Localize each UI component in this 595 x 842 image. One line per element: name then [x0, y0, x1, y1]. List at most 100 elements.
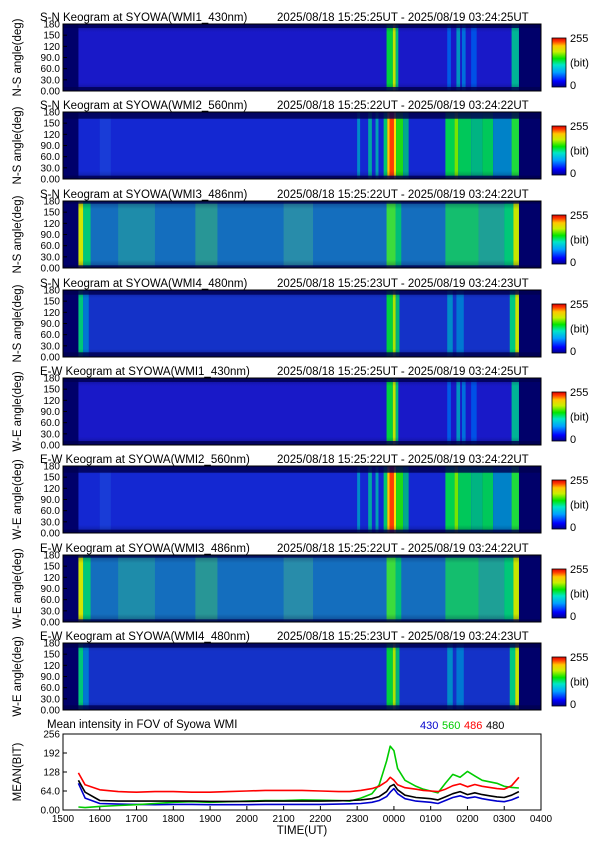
colorbar-min-label: 0 — [570, 522, 576, 534]
keogram-ylabel: N-S angle(deg) — [12, 284, 24, 362]
legend-entry: 430 — [420, 720, 438, 732]
colorbar-unit-label: (bit) — [570, 58, 589, 70]
colorbar-max-label: 255 — [570, 387, 588, 399]
keogram-ylabel: W-E angle(deg) — [12, 371, 24, 451]
keogram-ytick-label: 90.0 — [41, 495, 61, 506]
keogram-ytick-label: 150 — [43, 650, 60, 661]
keogram-ylabel: N-S angle(deg) — [12, 195, 24, 273]
keogram-ytick-label: 120 — [43, 573, 60, 584]
keogram-ytick-label: 30.0 — [41, 429, 61, 440]
keogram-panel: S-N Keogram at SYOWA(WMI3_486nm) 2025/08/… — [12, 189, 589, 275]
keogram-ytick-label: 180 — [43, 462, 60, 473]
keogram-title: E-W Keogram at SYOWA(WMI4_480nm) — [40, 631, 250, 643]
colorbar — [551, 479, 567, 530]
mean-intensity-chart: Mean intensity in FOV of Syowa WMI 430 560… — [12, 719, 553, 837]
legend-entry: 480 — [486, 720, 504, 732]
keogram-ytick-label: 150 — [43, 119, 60, 130]
chart-ytick-label: 64.0 — [41, 787, 61, 798]
chart-xtick-label: 2100 — [272, 814, 295, 825]
keogram-time-range: 2025/08/18 15:25:22UT - 2025/08/19 03:24… — [277, 189, 529, 201]
chart-xtick-label: 0400 — [530, 814, 553, 825]
keogram-ytick-label: 150 — [43, 562, 60, 573]
keogram-ytick-label: 90.0 — [41, 230, 61, 241]
keogram-ytick-label: 60.0 — [41, 330, 61, 341]
keogram-ytick-label: 60.0 — [41, 64, 61, 75]
keogram-ytick-label: 180 — [43, 108, 60, 119]
colorbar-unit-label: (bit) — [570, 677, 589, 689]
keogram-title: S-N Keogram at SYOWA(WMI1_430nm) — [40, 12, 247, 24]
keogram-ytick-label: 0.00 — [41, 618, 61, 629]
keogram-ytick-label: 150 — [43, 208, 60, 219]
keogram-ytick-label: 150 — [43, 473, 60, 484]
keogram-ytick-label: 30.0 — [41, 694, 61, 705]
chart-xtick-label: 1800 — [162, 814, 185, 825]
series-line — [78, 745, 519, 809]
colorbar-max-label: 255 — [570, 210, 588, 222]
chart-ytick-label: 256 — [43, 730, 60, 741]
colorbar-min-label: 0 — [570, 434, 576, 446]
colorbar-max-label: 255 — [570, 475, 588, 487]
keogram-ytick-label: 180 — [43, 551, 60, 562]
chart-xtick-label: 0000 — [383, 814, 406, 825]
keogram-ytick-label: 60.0 — [41, 595, 61, 606]
keogram-ylabel: W-E angle(deg) — [12, 459, 24, 539]
keogram-title: S-N Keogram at SYOWA(WMI4_480nm) — [40, 278, 247, 290]
keogram-edge — [63, 619, 541, 622]
keogram-shade — [78, 378, 519, 445]
keogram-edge — [63, 265, 541, 268]
keogram-edge — [63, 529, 541, 533]
keogram-ytick-label: 120 — [43, 219, 60, 230]
legend-entry: 560 — [442, 720, 460, 732]
keogram-ytick-label: 30.0 — [41, 163, 61, 174]
keogram-ytick-label: 0.00 — [41, 264, 61, 275]
chart-ytick-label: 0.00 — [41, 806, 61, 817]
keogram-ytick-label: 150 — [43, 297, 60, 308]
keogram-panel: E-W Keogram at SYOWA(WMI3_486nm) 2025/08/… — [12, 543, 589, 629]
colorbar — [551, 37, 567, 88]
keogram-ytick-label: 120 — [43, 308, 60, 319]
keogram-edge — [63, 705, 541, 710]
keogram-panel: S-N Keogram at SYOWA(WMI2_560nm) 2025/08/… — [12, 100, 589, 186]
colorbar-unit-label: (bit) — [570, 500, 589, 512]
keogram-edge — [63, 175, 541, 179]
keogram-edge — [63, 86, 541, 91]
keogram-ytick-label: 180 — [43, 374, 60, 385]
keogram-title: E-W Keogram at SYOWA(WMI1_430nm) — [40, 366, 250, 378]
keogram-shade — [78, 24, 519, 91]
keogram-panel: E-W Keogram at SYOWA(WMI2_560nm) 2025/08/… — [12, 454, 589, 540]
chart-ytick-label: 128 — [43, 768, 60, 779]
colorbar — [551, 125, 567, 176]
keogram-ytick-label: 180 — [43, 639, 60, 650]
keogram-ytick-label: 90.0 — [41, 672, 61, 683]
keogram-panel: S-N Keogram at SYOWA(WMI1_430nm) 2025/08/… — [12, 12, 589, 98]
series-line — [77, 782, 520, 806]
keogram-ytick-label: 120 — [43, 661, 60, 672]
keogram-ytick-label: 90.0 — [41, 53, 61, 64]
keogram-edge — [63, 24, 541, 29]
keogram-panel: S-N Keogram at SYOWA(WMI4_480nm) 2025/08/… — [12, 278, 589, 364]
keogram-time-range: 2025/08/18 15:25:22UT - 2025/08/19 03:24… — [277, 543, 529, 555]
colorbar-min-label: 0 — [570, 80, 576, 92]
colorbar — [551, 303, 567, 354]
chart-plot-area — [62, 733, 542, 811]
keogram-ytick-label: 60.0 — [41, 241, 61, 252]
keogram-edge — [63, 352, 541, 357]
colorbar-min-label: 0 — [570, 699, 576, 711]
keogram-edge — [63, 643, 541, 648]
keogram-ytick-label: 60.0 — [41, 418, 61, 429]
colorbar-unit-label: (bit) — [570, 589, 589, 601]
keogram-ytick-label: 30.0 — [41, 606, 61, 617]
keogram-edge — [63, 440, 541, 445]
colorbar-unit-label: (bit) — [570, 324, 589, 336]
keogram-ytick-label: 150 — [43, 385, 60, 396]
keogram-title: E-W Keogram at SYOWA(WMI2_560nm) — [40, 454, 250, 466]
keogram-ytick-label: 120 — [43, 42, 60, 53]
keogram-ytick-label: 30.0 — [41, 252, 61, 263]
chart-xtick-label: 1600 — [89, 814, 112, 825]
keogram-edge — [63, 555, 541, 558]
keogram-edge — [63, 201, 541, 204]
chart-xtick-label: 1700 — [125, 814, 148, 825]
chart-xtick-label: 2300 — [346, 814, 369, 825]
keogram-ytick-label: 180 — [43, 20, 60, 31]
